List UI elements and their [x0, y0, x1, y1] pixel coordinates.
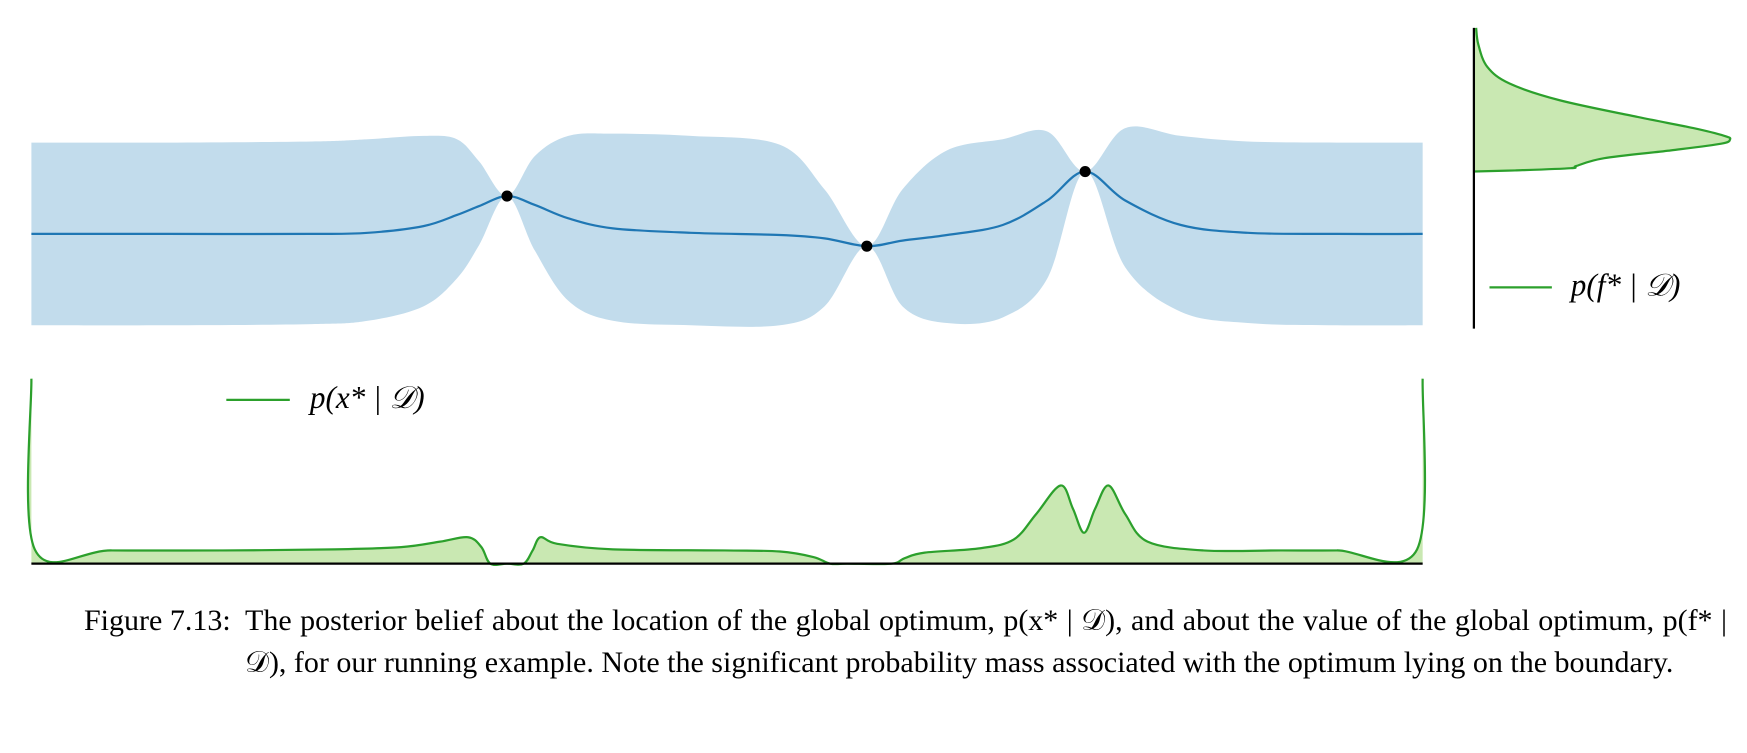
density-fill — [27, 378, 1425, 565]
observation — [501, 190, 513, 202]
caption-label: Figure 7.13: — [84, 604, 231, 637]
legend-label: p(f* | 𝒟) — [1569, 268, 1681, 303]
density-line — [1473, 27, 1732, 173]
observation — [861, 240, 873, 252]
gp-plot — [31, 126, 1423, 327]
x-star-plot: p(x* | 𝒟) — [26, 378, 1427, 566]
legend-label: p(x* | 𝒟) — [308, 380, 425, 415]
posterior-mean — [31, 170, 1423, 248]
caption: Figure 7.13: The posterior belief about … — [84, 600, 1727, 684]
observation — [1079, 165, 1091, 178]
credible-band — [31, 126, 1423, 327]
caption-text: The posterior belief about the location … — [245, 604, 1727, 679]
density-fill — [1473, 27, 1731, 172]
f-star-plot: p(f* | 𝒟) — [1472, 27, 1732, 329]
density-line — [26, 378, 1427, 566]
